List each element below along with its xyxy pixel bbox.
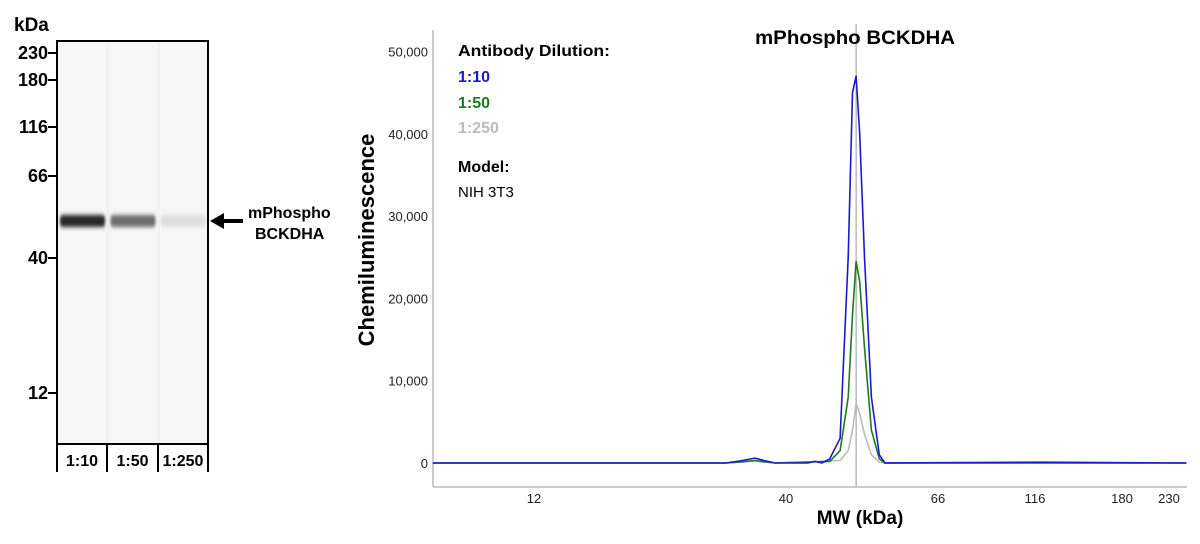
- protein-band: [60, 215, 105, 227]
- series-line-1-50: [432, 260, 1187, 464]
- ladder-label: 230: [18, 43, 48, 63]
- x-tick-label: 66: [931, 491, 945, 506]
- series-line-1-10: [432, 75, 1187, 464]
- band-label-line2: BCKDHA: [255, 226, 325, 243]
- y-tick-label: 0: [421, 456, 428, 471]
- x-tick-label: 230: [1158, 491, 1180, 506]
- y-tick-label: 20,000: [388, 291, 428, 306]
- y-axis-label: Chemiluminescence: [354, 134, 379, 347]
- x-tick-label: 12: [527, 491, 541, 506]
- x-axis-label: MW (kDa): [817, 508, 904, 529]
- lane-label: 1:10: [66, 453, 98, 470]
- y-tick-label: 30,000: [388, 209, 428, 224]
- x-tick-label: 180: [1111, 491, 1133, 506]
- legend-item-1-250: 1:250: [458, 120, 499, 137]
- ladder-label: 40: [28, 248, 48, 268]
- ladder-label: 12: [28, 383, 48, 403]
- y-tick-label: 10,000: [388, 374, 428, 389]
- protein-band: [110, 215, 156, 227]
- x-tick-label: 40: [779, 491, 793, 506]
- legend-heading: Antibody Dilution:: [458, 43, 610, 60]
- blot-unit-label: kDa: [14, 15, 49, 36]
- lane-gap: [158, 41, 160, 444]
- lane-gap: [107, 41, 109, 444]
- legend: Antibody Dilution: 1:10 1:50 1:250 Model…: [458, 43, 610, 201]
- chart-title: mPhospho BCKDHA: [755, 28, 955, 49]
- legend-item-1-10: 1:10: [458, 69, 490, 86]
- ladder-label: 180: [18, 70, 48, 90]
- arrow-left-icon: [210, 213, 243, 229]
- x-tick-label: 116: [1025, 491, 1046, 506]
- series-line-1-250: [432, 402, 1187, 464]
- western-blot: kDa 230 180 116 66 40 12 1:10 1:50 1:250 mPho…: [14, 15, 331, 472]
- legend-model-value: NIH 3T3: [458, 184, 514, 201]
- ladder-label: 66: [28, 166, 48, 186]
- lane-label: 1:250: [163, 453, 204, 470]
- legend-item-1-50: 1:50: [458, 95, 490, 112]
- y-tick-label: 40,000: [388, 127, 428, 142]
- blot-frame: [56, 40, 209, 445]
- band-label-line1: mPhospho: [248, 205, 331, 222]
- blot-membrane: [57, 41, 208, 444]
- legend-model-heading: Model:: [458, 159, 510, 176]
- ladder-label: 116: [19, 117, 48, 137]
- lane-label: 1:50: [116, 453, 148, 470]
- protein-band: [161, 215, 206, 227]
- electropherogram: 0 10,000 20,000 30,000 40,000 50,000 12 40 66 11…: [354, 24, 1187, 529]
- y-tick-label: 50,000: [388, 45, 428, 60]
